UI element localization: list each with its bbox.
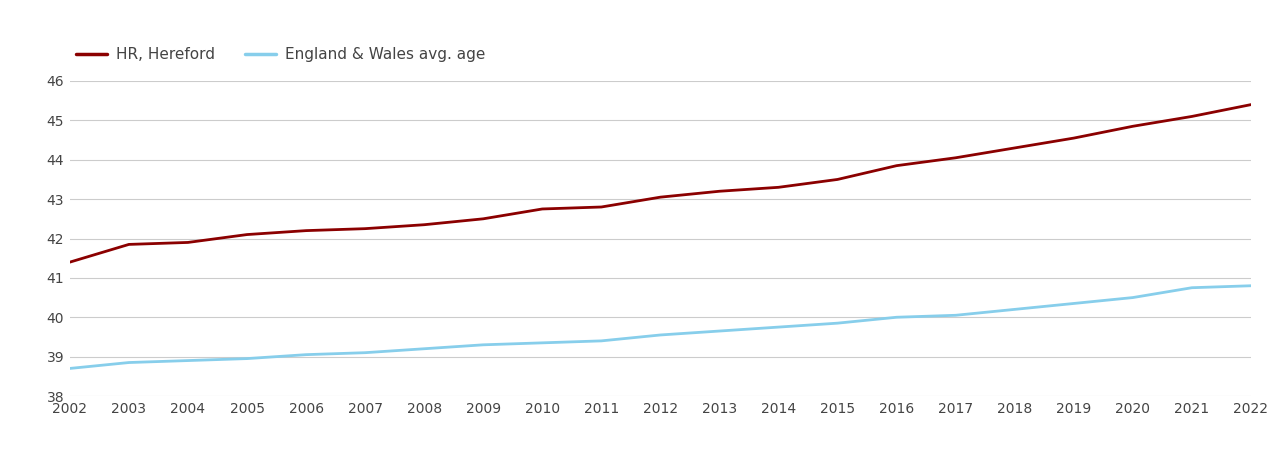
England & Wales avg. age [1066, 301, 1081, 306]
HR, Hereford [298, 228, 314, 233]
HR, Hereford [1007, 145, 1022, 151]
England & Wales avg. age [1243, 283, 1259, 288]
England & Wales avg. age [357, 350, 372, 356]
HR, Hereford [1125, 124, 1140, 129]
HR, Hereford [889, 163, 904, 168]
HR, Hereford [357, 226, 372, 231]
England & Wales avg. age [1125, 295, 1140, 300]
England & Wales avg. age [239, 356, 254, 361]
HR, Hereford [239, 232, 254, 237]
England & Wales avg. age [475, 342, 490, 347]
HR, Hereford [121, 242, 136, 247]
HR, Hereford [947, 155, 963, 161]
HR, Hereford [1243, 102, 1259, 108]
HR, Hereford [1066, 135, 1081, 141]
England & Wales avg. age [889, 315, 904, 320]
England & Wales avg. age [62, 366, 77, 371]
England & Wales avg. age [593, 338, 608, 344]
England & Wales avg. age [711, 328, 726, 334]
England & Wales avg. age [947, 313, 963, 318]
England & Wales avg. age [298, 352, 314, 357]
HR, Hereford [180, 240, 196, 245]
HR, Hereford [62, 259, 77, 265]
HR, Hereford [593, 204, 608, 210]
HR, Hereford [771, 184, 786, 190]
HR, Hereford [535, 206, 550, 211]
Line: England & Wales avg. age: England & Wales avg. age [70, 286, 1251, 369]
HR, Hereford [1184, 114, 1199, 119]
HR, Hereford [653, 194, 668, 200]
HR, Hereford [417, 222, 432, 227]
England & Wales avg. age [417, 346, 432, 351]
England & Wales avg. age [1184, 285, 1199, 290]
England & Wales avg. age [180, 358, 196, 363]
England & Wales avg. age [653, 332, 668, 338]
England & Wales avg. age [771, 324, 786, 330]
England & Wales avg. age [829, 320, 845, 326]
Line: HR, Hereford: HR, Hereford [70, 105, 1251, 262]
Legend: HR, Hereford, England & Wales avg. age: HR, Hereford, England & Wales avg. age [70, 41, 491, 68]
HR, Hereford [829, 177, 845, 182]
HR, Hereford [475, 216, 490, 221]
England & Wales avg. age [535, 340, 550, 346]
HR, Hereford [711, 189, 726, 194]
England & Wales avg. age [1007, 307, 1022, 312]
England & Wales avg. age [121, 360, 136, 365]
